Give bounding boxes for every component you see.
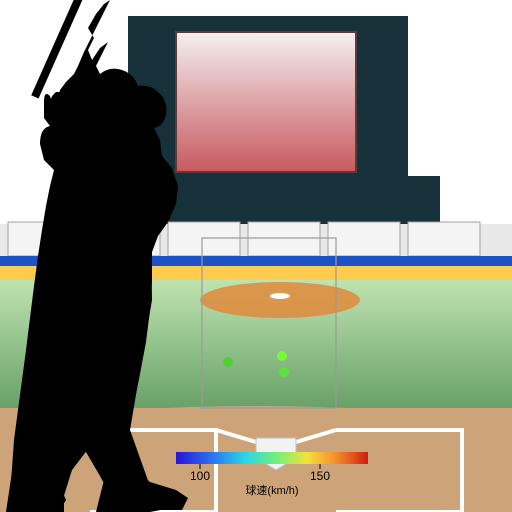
colorbar-axis-label: 球速(km/h) bbox=[245, 483, 298, 497]
pitch-location-scene: 100 150 球速(km/h) bbox=[0, 0, 512, 512]
pitch-marker bbox=[223, 357, 233, 367]
stands-block bbox=[408, 222, 480, 256]
batter-back-foot bbox=[6, 472, 64, 512]
pitching-rubber bbox=[270, 293, 290, 299]
scene-svg: 100 150 球速(km/h) bbox=[0, 0, 512, 512]
stands-block bbox=[248, 222, 320, 256]
colorbar-tick-label: 100 bbox=[190, 469, 210, 483]
velocity-colorbar bbox=[176, 452, 368, 464]
pitch-marker bbox=[279, 367, 289, 377]
stands-block bbox=[328, 222, 400, 256]
scoreboard-screen bbox=[176, 32, 356, 172]
pitch-marker bbox=[277, 351, 287, 361]
stands-block bbox=[168, 222, 240, 256]
colorbar-tick-label: 150 bbox=[310, 469, 330, 483]
